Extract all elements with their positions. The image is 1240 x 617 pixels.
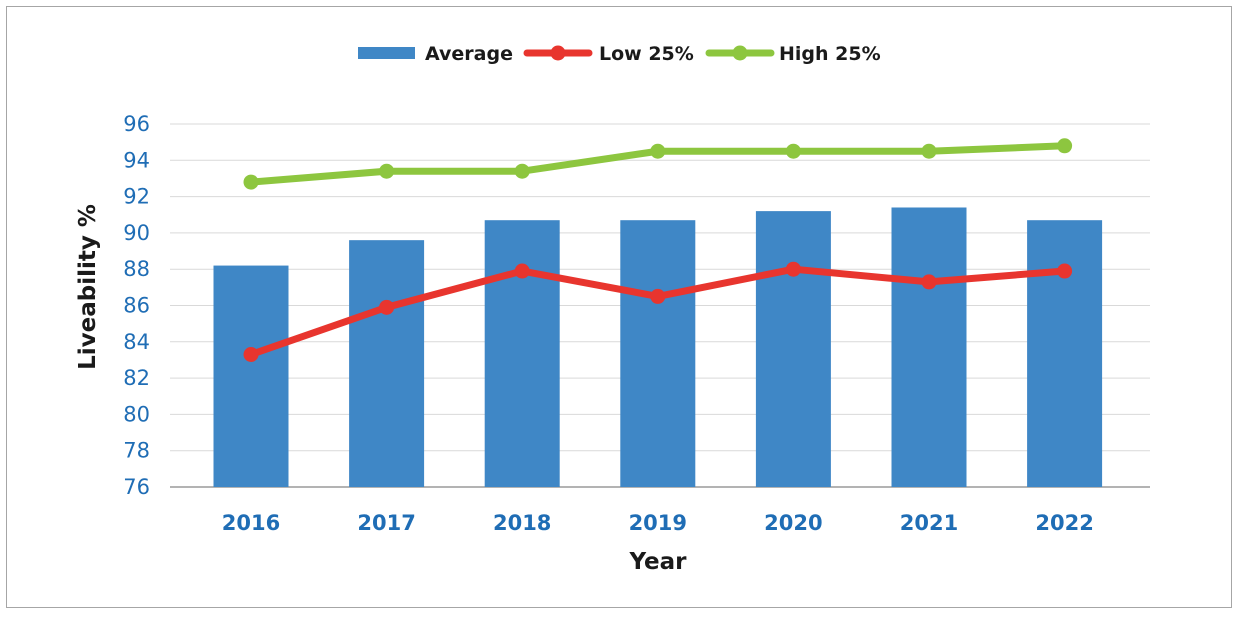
point-high-25-2021: [921, 143, 937, 159]
line-series: [243, 138, 1073, 363]
legend-label-average: Average: [425, 43, 513, 65]
x-tick-label: 2017: [357, 511, 415, 535]
point-high-25-2020: [785, 143, 801, 159]
legend: Average Low 25% High 25%: [358, 43, 881, 65]
y-tick-label: 90: [123, 221, 150, 245]
point-high-25-2019: [650, 143, 666, 159]
y-tick-label: 82: [123, 366, 150, 390]
y-tick-label: 84: [123, 330, 150, 354]
legend-swatch-average: [358, 47, 415, 59]
bar-average-2017: [349, 240, 425, 487]
y-axis-title: Liveability %: [75, 204, 101, 370]
bar-average-2021: [891, 207, 967, 488]
point-low-25-2022: [1057, 263, 1073, 279]
y-tick-label: 78: [123, 439, 150, 463]
bar-series: [213, 207, 1103, 488]
y-tick-label: 94: [123, 148, 150, 172]
legend-marker-high-25: [732, 45, 748, 61]
point-high-25-2018: [514, 163, 530, 179]
point-low-25-2018: [514, 263, 530, 279]
x-tick-label: 2018: [493, 511, 551, 535]
point-low-25-2017: [379, 299, 395, 315]
point-low-25-2020: [785, 261, 801, 277]
bar-average-2020: [755, 211, 831, 487]
bar-average-2016: [213, 265, 289, 487]
point-high-25-2017: [379, 163, 395, 179]
x-tick-label: 2021: [900, 511, 958, 535]
y-tick-label: 92: [123, 185, 150, 209]
y-tick-label: 86: [123, 294, 150, 318]
y-tick-label: 80: [123, 402, 150, 426]
legend-label-high-25: High 25%: [779, 43, 881, 65]
x-tick-label: 2016: [222, 511, 280, 535]
x-tick-labels: 2016 2017 2018 2019 2020 2021 2022: [222, 511, 1094, 535]
point-high-25-2016: [243, 174, 259, 190]
point-low-25-2021: [921, 274, 937, 290]
legend-marker-low-25: [550, 45, 566, 61]
y-tick-label: 88: [123, 257, 150, 281]
legend-label-low-25: Low 25%: [599, 43, 694, 65]
y-tick-label: 96: [123, 112, 150, 136]
x-axis-title: Year: [628, 549, 687, 575]
bar-average-2019: [620, 220, 696, 487]
bar-average-2018: [484, 220, 560, 487]
bar-average-2022: [1027, 220, 1103, 487]
grid: [170, 123, 1150, 488]
y-tick-labels: 76 78 80 82 84 86 88 90 92 94 96: [123, 112, 150, 499]
y-tick-label: 76: [123, 475, 150, 499]
point-high-25-2022: [1057, 138, 1073, 154]
point-low-25-2016: [243, 347, 259, 363]
x-tick-label: 2020: [764, 511, 822, 535]
point-low-25-2019: [650, 288, 666, 304]
x-tick-label: 2022: [1035, 511, 1093, 535]
x-tick-label: 2019: [629, 511, 687, 535]
